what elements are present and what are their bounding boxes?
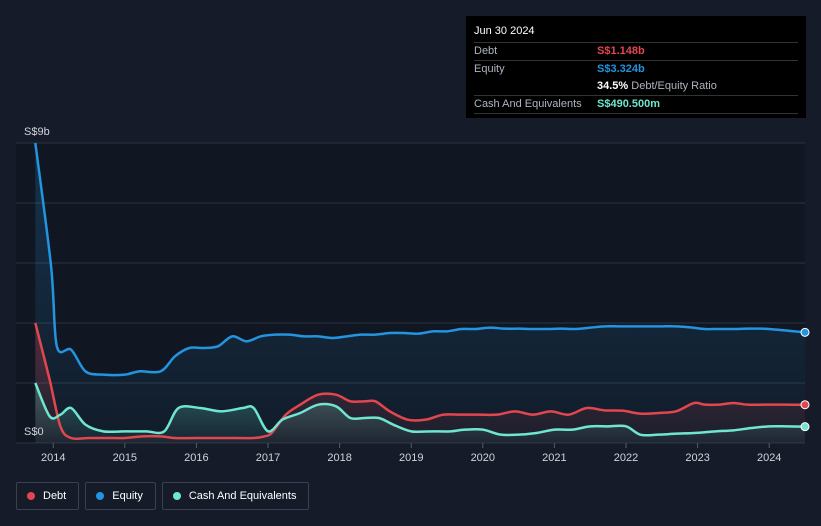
x-axis-ticks: 2014 2015 2016 2017 2018 2019 2020 2021 2022 2023… xyxy=(41,443,781,464)
tooltip-cash-row: Cash And Equivalents S$490.500m xyxy=(474,96,798,114)
x-tick-label-2015: 2015 xyxy=(113,452,137,464)
tooltip-ratio: 34.5% Debt/Equity Ratio xyxy=(597,78,717,95)
end-markers xyxy=(800,327,810,432)
x-tick-label-2014: 2014 xyxy=(41,452,65,464)
x-tick-label-2024: 2024 xyxy=(757,452,781,464)
cash-line xyxy=(34,382,806,437)
tooltip-ratio-row: 34.5% Debt/Equity Ratio xyxy=(474,78,798,96)
tooltip-cash-label: Cash And Equivalents xyxy=(474,98,582,110)
legend-debt-label: Debt xyxy=(43,490,67,502)
series-lines xyxy=(34,142,806,441)
debt-area xyxy=(35,323,805,443)
tooltip-equity-label: Equity xyxy=(474,63,505,75)
y-axis-bottom-label: S$0 xyxy=(24,426,44,438)
equity-dot-icon xyxy=(96,492,105,500)
x-tick-label-2019: 2019 xyxy=(399,452,423,464)
legend-cash-label: Cash And Equivalents xyxy=(188,490,297,502)
legend-item-cash[interactable]: Cash And Equivalents xyxy=(161,482,310,510)
tooltip-ratio-spacer xyxy=(474,78,597,95)
y-axis-top-label: S$9b xyxy=(24,126,50,138)
legend: Debt Equity Cash And Equivalents xyxy=(16,482,310,510)
debt-line xyxy=(34,322,806,441)
tooltip-debt-row: Debt S$1.148b xyxy=(474,43,798,61)
legend-item-equity[interactable]: Equity xyxy=(85,482,156,510)
x-tick-label-2021: 2021 xyxy=(542,452,566,464)
tooltip-ratio-label: Debt/Equity Ratio xyxy=(631,80,717,92)
cash-dot-icon xyxy=(172,492,181,500)
x-tick-label-2017: 2017 xyxy=(256,452,280,464)
equity-area xyxy=(35,143,805,443)
tooltip-panel: Jun 30 2024 Debt S$1.148b Equity S$3.324… xyxy=(466,16,806,118)
equity-line xyxy=(34,142,806,377)
tooltip-equity-row: Equity S$3.324b xyxy=(474,61,798,78)
cash-end-marker xyxy=(800,422,810,432)
equity-end-marker xyxy=(800,327,810,337)
x-tick-label-2022: 2022 xyxy=(614,452,638,464)
tooltip-cash-value: S$490.500m xyxy=(597,98,660,110)
tooltip-ratio-value: 34.5% xyxy=(597,80,629,92)
x-tick-label-2018: 2018 xyxy=(327,452,351,464)
tooltip-date: Jun 30 2024 xyxy=(474,24,798,43)
debt-dot-icon xyxy=(27,492,35,500)
tooltip-debt-value: S$1.148b xyxy=(597,45,645,57)
tooltip-debt-label: Debt xyxy=(474,45,498,57)
x-tick-label-2020: 2020 xyxy=(471,452,495,464)
legend-equity-label: Equity xyxy=(112,490,143,502)
legend-item-debt[interactable]: Debt xyxy=(16,482,80,510)
series-areas xyxy=(35,143,805,443)
tooltip-equity-value: S$3.324b xyxy=(597,63,645,75)
x-tick-label-2016: 2016 xyxy=(184,452,208,464)
x-tick-label-2023: 2023 xyxy=(685,452,709,464)
debt-end-marker xyxy=(800,400,810,410)
cash-area xyxy=(35,383,805,443)
